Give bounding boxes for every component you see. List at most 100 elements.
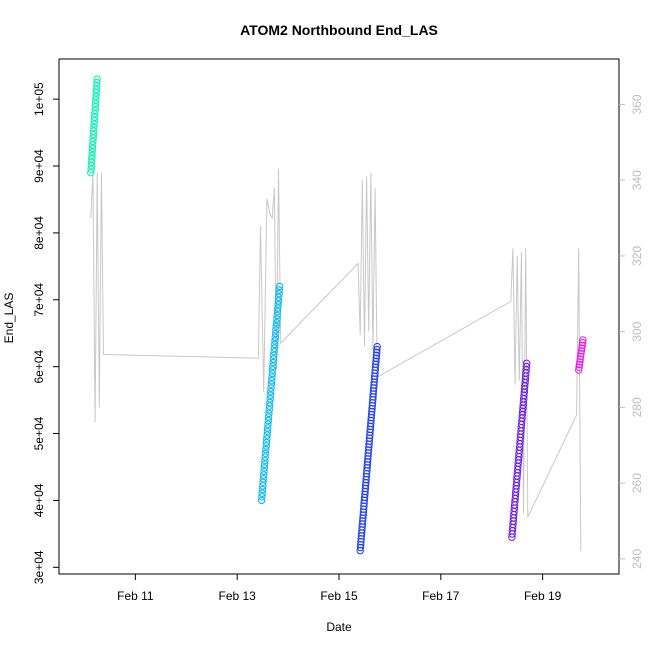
data-point: [260, 471, 268, 479]
data-point: [90, 117, 99, 125]
data-point: [259, 475, 268, 483]
data-point: [87, 158, 96, 167]
data-point: [89, 141, 97, 149]
data-point: [267, 380, 276, 388]
plot-frame: [58, 58, 620, 575]
data-point: [90, 123, 98, 132]
secondary-series-line: [90, 168, 582, 552]
y2-tick-label: 300: [630, 321, 644, 341]
data-point: [275, 282, 284, 291]
data-points-layer: [87, 75, 587, 555]
data-point: [258, 493, 266, 501]
x-tick-label: Feb 15: [320, 589, 358, 603]
y-tick-label: 1e+05: [32, 82, 46, 116]
data-point: [88, 155, 96, 163]
data-point: [576, 355, 584, 363]
data-point: [264, 424, 272, 432]
data-point: [272, 322, 280, 330]
y-tick-label: 6e+04: [32, 349, 46, 383]
data-point: [268, 369, 276, 378]
data-point: [272, 319, 281, 327]
y-axis-right: 240 260 280 300 320 340 360: [619, 94, 644, 569]
data-point: [89, 137, 97, 146]
data-point: [260, 467, 268, 476]
data-point: [576, 352, 585, 360]
series-5: [575, 336, 587, 374]
data-point: [87, 169, 95, 177]
data-point: [266, 398, 274, 407]
data-point: [260, 460, 269, 468]
data-point: [258, 485, 267, 494]
data-point: [274, 297, 283, 305]
data-point: [267, 387, 275, 396]
data-point: [274, 304, 282, 312]
data-point: [575, 363, 583, 371]
data-point: [91, 106, 99, 115]
data-point: [88, 144, 97, 153]
data-point: [265, 409, 273, 418]
data-point: [90, 120, 98, 128]
y-tick-label: 4e+04: [32, 483, 46, 517]
y2-tick-label: 260: [630, 473, 644, 493]
data-point: [579, 336, 587, 344]
y2-tick-label: 240: [630, 549, 644, 569]
data-point: [93, 75, 101, 83]
data-point: [269, 358, 277, 367]
x-tick-label: Feb 19: [524, 589, 562, 603]
data-point: [273, 315, 281, 323]
data-point: [93, 82, 101, 90]
data-point: [523, 359, 531, 367]
data-point: [269, 355, 278, 363]
y-tick-label: 5e+04: [32, 416, 46, 450]
data-point: [92, 85, 101, 94]
x-axis-label: Date: [326, 620, 352, 634]
data-point: [88, 148, 96, 156]
data-point: [274, 300, 282, 309]
data-point: [373, 342, 381, 351]
x-tick-label: Feb 17: [422, 589, 460, 603]
series-1: [87, 75, 101, 177]
y-tick-label: 7e+04: [32, 283, 46, 317]
data-point: [92, 96, 100, 104]
data-point: [258, 489, 266, 497]
data-point: [261, 453, 269, 461]
data-point: [262, 438, 271, 447]
data-point: [93, 78, 101, 87]
y2-tick-label: 280: [630, 397, 644, 417]
x-tick-label: Feb 13: [219, 589, 257, 603]
data-point: [271, 340, 279, 349]
data-point: [578, 341, 586, 350]
data-point: [273, 311, 281, 320]
data-point: [263, 431, 271, 439]
data-point: [262, 442, 270, 450]
data-point: [92, 89, 100, 97]
data-point: [263, 427, 272, 436]
data-point: [265, 402, 274, 410]
data-point: [577, 349, 585, 358]
secondary-line-layer: [90, 168, 582, 552]
data-point: [89, 130, 98, 139]
data-point: [92, 92, 100, 101]
data-point: [89, 127, 98, 135]
data-point: [90, 113, 99, 121]
data-point: [88, 151, 96, 160]
data-point: [577, 347, 586, 355]
y-axis-label: End_LAS: [2, 293, 16, 344]
data-point: [575, 366, 583, 374]
data-point: [268, 377, 276, 385]
data-point: [269, 362, 277, 370]
data-point: [91, 103, 100, 111]
data-point: [271, 337, 279, 345]
y2-tick-label: 360: [630, 94, 644, 114]
data-point: [268, 373, 276, 381]
data-point: [275, 290, 283, 298]
data-point: [270, 348, 278, 356]
data-point: [275, 293, 283, 301]
y-tick-label: 8e+04: [32, 216, 46, 250]
data-point: [265, 406, 273, 414]
data-point: [578, 338, 587, 347]
series-2: [257, 282, 284, 505]
data-point: [575, 360, 584, 369]
y-tick-label: 3e+04: [32, 550, 46, 584]
